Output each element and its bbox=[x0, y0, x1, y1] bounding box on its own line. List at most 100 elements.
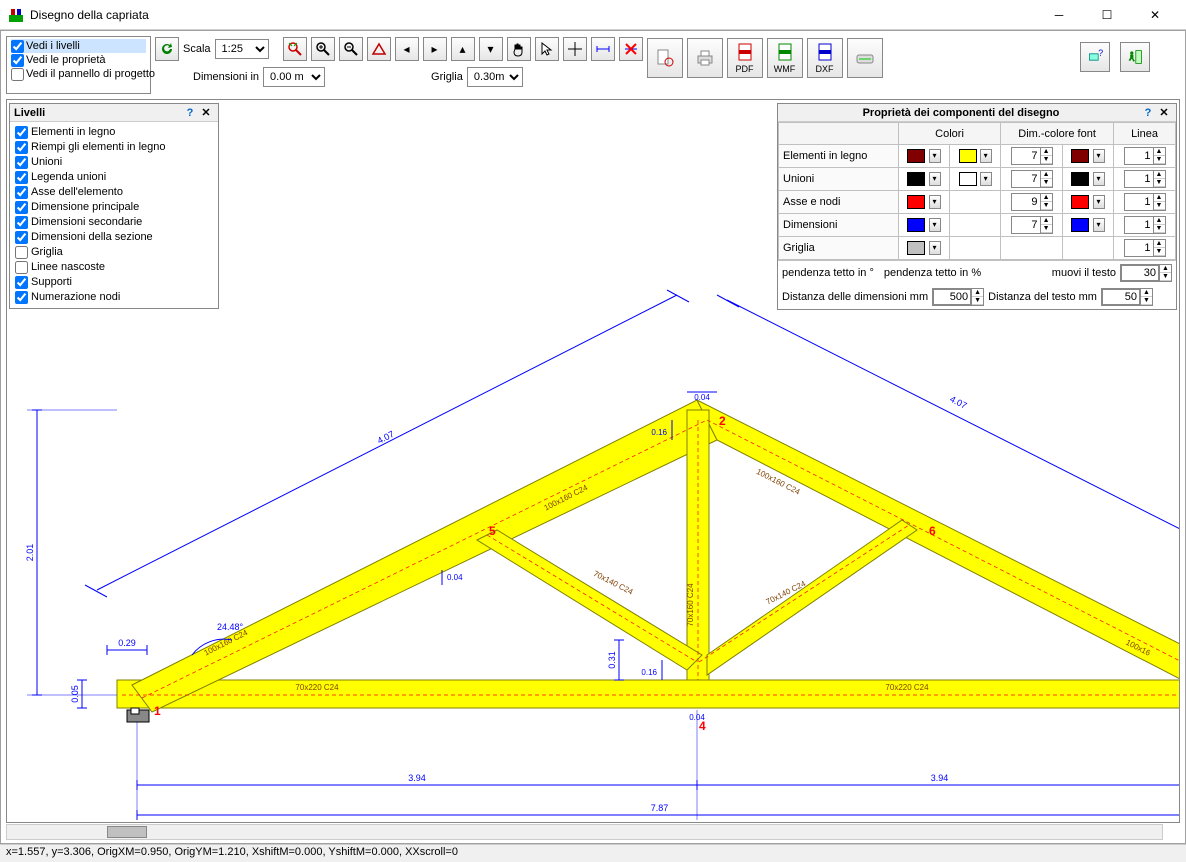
svg-text:70x220 C24: 70x220 C24 bbox=[885, 683, 929, 692]
svg-text:7.87: 7.87 bbox=[651, 803, 669, 813]
dropdown-icon[interactable]: ▾ bbox=[1093, 195, 1105, 209]
dropdown-icon[interactable]: ▾ bbox=[980, 149, 992, 163]
dropdown-icon[interactable]: ▾ bbox=[929, 195, 941, 209]
scanner-button[interactable] bbox=[847, 38, 883, 78]
color-swatch[interactable] bbox=[907, 149, 925, 163]
color-swatch[interactable] bbox=[907, 241, 925, 255]
home-icon[interactable] bbox=[367, 37, 391, 61]
print-preview-button[interactable] bbox=[647, 38, 683, 78]
color-swatch[interactable] bbox=[1071, 149, 1089, 163]
pendenza-pct-label[interactable]: pendenza tetto in % bbox=[884, 267, 981, 279]
dxf-button[interactable]: DXF bbox=[807, 38, 843, 78]
properties-close-icon[interactable]: ✕ bbox=[1156, 106, 1172, 119]
svg-text:70x160 C24: 70x160 C24 bbox=[686, 583, 695, 627]
livelli-item-11[interactable]: Numerazione nodi bbox=[15, 290, 213, 305]
help-icon[interactable]: ? bbox=[1080, 42, 1110, 72]
livelli-item-10[interactable]: Supporti bbox=[15, 275, 213, 290]
prop-row-label: Asse e nodi bbox=[779, 191, 899, 214]
wmf-label: WMF bbox=[774, 64, 796, 74]
livelli-item-3[interactable]: Legenda unioni bbox=[15, 170, 213, 185]
dist-text-spinner[interactable]: ▲▼ bbox=[1101, 288, 1153, 306]
color-swatch[interactable] bbox=[959, 149, 977, 163]
zoom-in-icon[interactable] bbox=[311, 37, 335, 61]
pdf-button[interactable]: PDF bbox=[727, 38, 763, 78]
dist-dim-spinner[interactable]: ▲▼ bbox=[932, 288, 984, 306]
livelli-item-2[interactable]: Unioni bbox=[15, 155, 213, 170]
muovi-spinner[interactable]: ▲▼ bbox=[1120, 264, 1172, 282]
maximize-button[interactable]: ☐ bbox=[1084, 0, 1130, 30]
dropdown-icon[interactable]: ▾ bbox=[1093, 218, 1105, 232]
livelli-close-icon[interactable]: ✕ bbox=[198, 106, 214, 119]
pendenza-deg-label[interactable]: pendenza tetto in ° bbox=[782, 267, 874, 279]
livelli-item-8[interactable]: Griglia bbox=[15, 245, 213, 260]
dimension-icon[interactable] bbox=[591, 37, 615, 61]
livelli-item-9[interactable]: Linee nascoste bbox=[15, 260, 213, 275]
livelli-item-6[interactable]: Dimensioni secondarie bbox=[15, 215, 213, 230]
pan-up-icon[interactable]: ▴ bbox=[451, 37, 475, 61]
dropdown-icon[interactable]: ▾ bbox=[929, 149, 941, 163]
svg-text:70x220 C24: 70x220 C24 bbox=[295, 683, 339, 692]
color-swatch[interactable] bbox=[1071, 195, 1089, 209]
svg-text:0.04: 0.04 bbox=[447, 573, 463, 582]
dropdown-icon[interactable]: ▾ bbox=[929, 218, 941, 232]
refresh-icon[interactable] bbox=[155, 37, 179, 61]
scala-select[interactable]: 1:25 bbox=[215, 39, 269, 59]
dropdown-icon[interactable]: ▾ bbox=[1093, 149, 1105, 163]
wmf-button[interactable]: WMF bbox=[767, 38, 803, 78]
color-swatch[interactable] bbox=[1071, 172, 1089, 186]
delete-dimension-icon[interactable] bbox=[619, 37, 643, 61]
color-swatch[interactable] bbox=[907, 218, 925, 232]
svg-text:2.01: 2.01 bbox=[25, 544, 35, 562]
line-spinner[interactable]: ▲▼ bbox=[1124, 239, 1166, 257]
crosshair-icon[interactable] bbox=[563, 37, 587, 61]
scala-label: Scala bbox=[183, 43, 211, 55]
font-spinner[interactable]: ▲▼ bbox=[1011, 170, 1053, 188]
dropdown-icon[interactable]: ▾ bbox=[1093, 172, 1105, 186]
cursor-icon[interactable] bbox=[535, 37, 559, 61]
prop-row-label: Dimensioni bbox=[779, 214, 899, 237]
dimensioni-select[interactable]: 0.00 m bbox=[263, 67, 325, 87]
line-spinner[interactable]: ▲▼ bbox=[1124, 170, 1166, 188]
exit-icon[interactable] bbox=[1120, 42, 1150, 72]
livelli-item-0[interactable]: Elementi in legno bbox=[15, 125, 213, 140]
properties-help-icon[interactable]: ? bbox=[1140, 107, 1156, 119]
print-button[interactable] bbox=[687, 38, 723, 78]
svg-text:4.07: 4.07 bbox=[948, 394, 968, 411]
font-spinner[interactable]: ▲▼ bbox=[1011, 147, 1053, 165]
livelli-help-icon[interactable]: ? bbox=[182, 107, 198, 119]
horizontal-scrollbar[interactable] bbox=[6, 824, 1163, 840]
pan-right-icon[interactable]: ▸ bbox=[423, 37, 447, 61]
minimize-button[interactable]: ─ bbox=[1036, 0, 1082, 30]
view-option-2[interactable]: Vedi il pannello di progetto bbox=[11, 67, 146, 81]
color-swatch[interactable] bbox=[907, 172, 925, 186]
dropdown-icon[interactable]: ▾ bbox=[929, 241, 941, 255]
zoom-out-icon[interactable] bbox=[339, 37, 363, 61]
font-spinner[interactable]: ▲▼ bbox=[1011, 216, 1053, 234]
line-spinner[interactable]: ▲▼ bbox=[1124, 216, 1166, 234]
dropdown-icon[interactable]: ▾ bbox=[980, 172, 992, 186]
pan-left-icon[interactable]: ◂ bbox=[395, 37, 419, 61]
main-area: Vedi i livelliVedi le proprietàVedi il p… bbox=[0, 30, 1186, 844]
livelli-item-4[interactable]: Asse dell'elemento bbox=[15, 185, 213, 200]
font-spinner[interactable]: ▲▼ bbox=[1011, 193, 1053, 211]
app-icon bbox=[8, 7, 24, 23]
line-spinner[interactable]: ▲▼ bbox=[1124, 147, 1166, 165]
color-swatch[interactable] bbox=[959, 172, 977, 186]
zoom-extents-icon[interactable] bbox=[283, 37, 307, 61]
close-button[interactable]: ✕ bbox=[1132, 0, 1178, 30]
color-swatch[interactable] bbox=[1071, 218, 1089, 232]
hand-icon[interactable] bbox=[507, 37, 531, 61]
view-option-0[interactable]: Vedi i livelli bbox=[11, 39, 146, 53]
livelli-item-7[interactable]: Dimensioni della sezione bbox=[15, 230, 213, 245]
line-spinner[interactable]: ▲▼ bbox=[1124, 193, 1166, 211]
griglia-select[interactable]: 0.30m bbox=[467, 67, 523, 87]
window-title: Disegno della capriata bbox=[30, 8, 1036, 22]
export-buttons: PDF WMF DXF bbox=[647, 36, 883, 94]
color-swatch[interactable] bbox=[907, 195, 925, 209]
livelli-item-1[interactable]: Riempi gli elementi in legno bbox=[15, 140, 213, 155]
livelli-item-5[interactable]: Dimensione principale bbox=[15, 200, 213, 215]
view-option-1[interactable]: Vedi le proprietà bbox=[11, 53, 146, 67]
dropdown-icon[interactable]: ▾ bbox=[929, 172, 941, 186]
pan-down-icon[interactable]: ▾ bbox=[479, 37, 503, 61]
prop-row-label: Unioni bbox=[779, 168, 899, 191]
